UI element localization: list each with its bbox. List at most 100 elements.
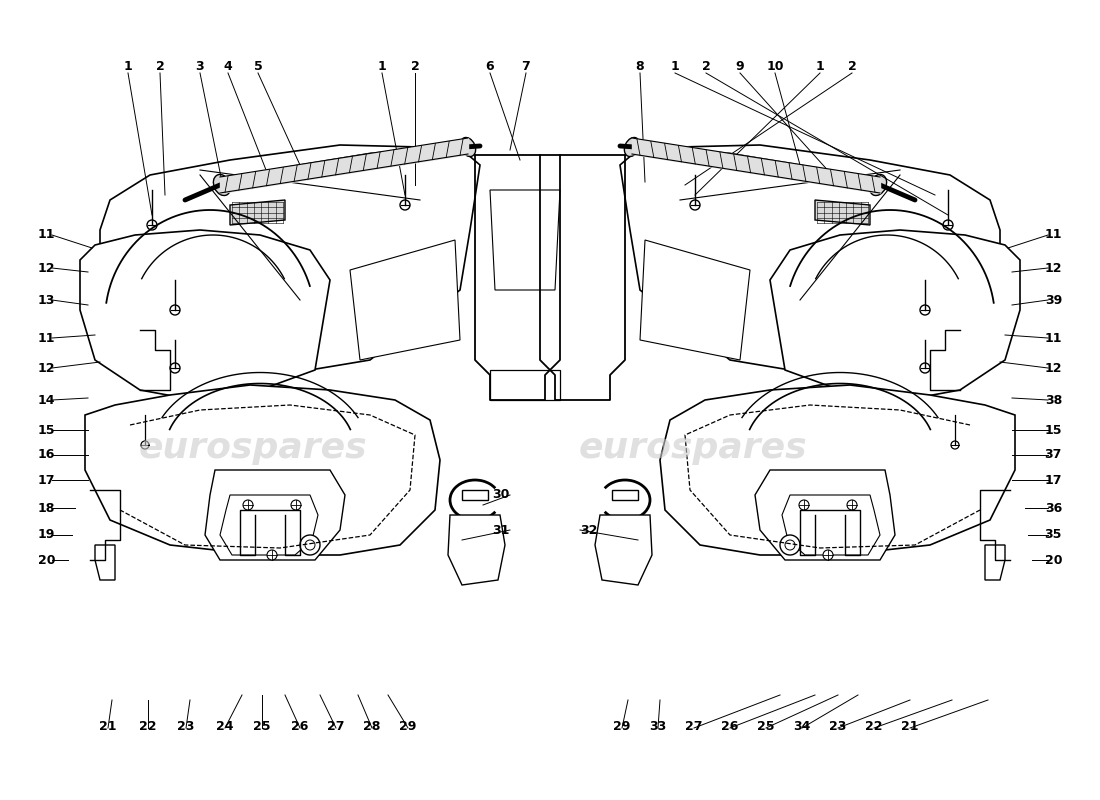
Circle shape — [847, 500, 857, 510]
Polygon shape — [595, 515, 652, 585]
Text: 6: 6 — [486, 60, 494, 73]
Text: 13: 13 — [39, 294, 55, 306]
Text: 37: 37 — [1045, 449, 1062, 462]
Ellipse shape — [213, 174, 231, 195]
Text: 15: 15 — [39, 423, 55, 437]
Circle shape — [170, 305, 180, 315]
Text: 21: 21 — [99, 720, 117, 733]
Polygon shape — [612, 490, 638, 500]
Text: 11: 11 — [1045, 229, 1062, 242]
Text: 25: 25 — [757, 720, 774, 733]
Text: 18: 18 — [39, 502, 55, 514]
Text: 35: 35 — [1045, 529, 1062, 542]
Polygon shape — [640, 240, 750, 360]
Polygon shape — [660, 385, 1015, 555]
Text: 38: 38 — [1045, 394, 1062, 406]
Text: 28: 28 — [363, 720, 381, 733]
Text: 26: 26 — [292, 720, 309, 733]
Text: 1: 1 — [671, 60, 680, 73]
Polygon shape — [205, 470, 345, 560]
Text: 2: 2 — [155, 60, 164, 73]
Text: 19: 19 — [39, 529, 55, 542]
Polygon shape — [80, 230, 330, 400]
Text: 11: 11 — [39, 331, 55, 345]
Text: 17: 17 — [1045, 474, 1062, 486]
Polygon shape — [350, 240, 460, 360]
Text: 9: 9 — [736, 60, 745, 73]
Text: 12: 12 — [1045, 362, 1062, 374]
Text: 12: 12 — [1045, 262, 1062, 274]
Circle shape — [943, 220, 953, 230]
Circle shape — [780, 535, 800, 555]
Text: 23: 23 — [177, 720, 195, 733]
Polygon shape — [448, 515, 505, 585]
Circle shape — [920, 305, 929, 315]
Text: 2: 2 — [410, 60, 419, 73]
Text: 7: 7 — [521, 60, 530, 73]
Polygon shape — [815, 200, 870, 225]
Text: 12: 12 — [39, 262, 55, 274]
Polygon shape — [490, 190, 560, 290]
Text: 1: 1 — [815, 60, 824, 73]
Text: 29: 29 — [399, 720, 417, 733]
Text: 27: 27 — [328, 720, 344, 733]
Text: 22: 22 — [140, 720, 156, 733]
Circle shape — [267, 550, 277, 560]
Text: 2: 2 — [702, 60, 711, 73]
Circle shape — [920, 363, 929, 373]
Ellipse shape — [625, 138, 639, 157]
Text: 29: 29 — [614, 720, 630, 733]
Text: 26: 26 — [722, 720, 739, 733]
Polygon shape — [770, 230, 1020, 400]
Text: 12: 12 — [39, 362, 55, 374]
Circle shape — [292, 500, 301, 510]
Text: 36: 36 — [1045, 502, 1062, 514]
Polygon shape — [100, 145, 480, 375]
Text: 24: 24 — [217, 720, 233, 733]
Ellipse shape — [869, 174, 887, 195]
Text: 1: 1 — [123, 60, 132, 73]
Text: 21: 21 — [901, 720, 918, 733]
Text: 3: 3 — [196, 60, 205, 73]
Text: 27: 27 — [685, 720, 703, 733]
Polygon shape — [620, 145, 1000, 375]
Text: 30: 30 — [493, 489, 510, 502]
Text: 23: 23 — [829, 720, 847, 733]
Text: 1: 1 — [377, 60, 386, 73]
Circle shape — [141, 441, 149, 449]
Circle shape — [243, 500, 253, 510]
Text: 34: 34 — [793, 720, 811, 733]
Circle shape — [147, 220, 157, 230]
Text: eurospares: eurospares — [139, 431, 367, 465]
Text: 31: 31 — [493, 523, 510, 537]
Text: 17: 17 — [39, 474, 55, 486]
Text: eurospares: eurospares — [579, 431, 807, 465]
Circle shape — [823, 550, 833, 560]
Text: 15: 15 — [1045, 423, 1062, 437]
Text: 20: 20 — [39, 554, 55, 566]
Text: 22: 22 — [866, 720, 882, 733]
Text: 11: 11 — [1045, 331, 1062, 345]
Circle shape — [690, 200, 700, 210]
Polygon shape — [984, 545, 1005, 580]
Text: 2: 2 — [848, 60, 857, 73]
Polygon shape — [755, 470, 895, 560]
Circle shape — [305, 540, 315, 550]
Ellipse shape — [275, 167, 295, 182]
Circle shape — [300, 535, 320, 555]
Text: 33: 33 — [649, 720, 667, 733]
Text: 11: 11 — [39, 229, 55, 242]
Polygon shape — [230, 200, 285, 225]
Ellipse shape — [805, 167, 825, 182]
Text: 5: 5 — [254, 60, 263, 73]
Circle shape — [785, 540, 795, 550]
Circle shape — [400, 200, 410, 210]
Text: 20: 20 — [1045, 554, 1062, 566]
Circle shape — [799, 500, 808, 510]
Text: 14: 14 — [39, 394, 55, 406]
Circle shape — [170, 363, 180, 373]
Text: 8: 8 — [636, 60, 645, 73]
Text: 32: 32 — [580, 523, 597, 537]
Polygon shape — [782, 495, 880, 555]
Circle shape — [952, 441, 959, 449]
